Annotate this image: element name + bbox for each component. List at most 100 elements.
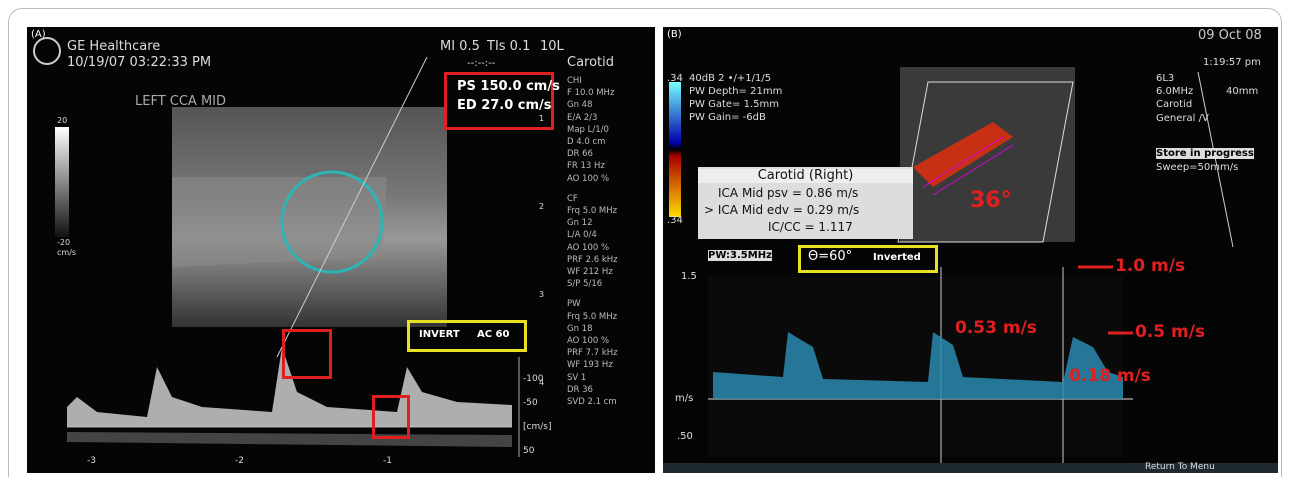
setting: PW	[567, 299, 581, 310]
setting: Frq 5.0 MHz	[567, 311, 618, 322]
probe-line: 6.0MHz	[1156, 86, 1194, 97]
time-tick: -2	[235, 456, 244, 466]
theta-box	[798, 245, 938, 273]
param: PW Gain= -6dB	[689, 112, 766, 123]
setting: Gn 48	[567, 100, 593, 111]
sweep: Sweep=50mm/s	[1156, 162, 1239, 173]
invert: INVERT	[419, 329, 460, 340]
panel-b-graphics	[663, 67, 1278, 473]
setting: WF 193 Hz	[567, 360, 613, 371]
setting: CF	[567, 193, 578, 204]
axis-label: 1.5	[681, 271, 697, 282]
vessel-wall	[922, 136, 1004, 188]
setting: Frq 5.0 MHz	[567, 206, 618, 216]
probe-line: Carotid	[1156, 99, 1193, 110]
setting: Gn 18	[567, 323, 593, 334]
scale: .34	[667, 215, 683, 226]
color-bar	[669, 82, 681, 217]
angle: AC 60	[477, 329, 510, 340]
waveform	[67, 347, 512, 427]
setting: S/P 5/16	[567, 279, 603, 290]
velocity-tick: -100	[523, 374, 544, 384]
logo	[33, 37, 61, 65]
setting: PRF 7.7 kHz	[567, 348, 618, 359]
peak-box	[282, 329, 332, 379]
pw: PW:3.5MHz	[708, 250, 772, 261]
param: PW Depth= 21mm	[689, 86, 783, 97]
depth-mark: 1	[539, 114, 545, 123]
param: 40dB 2 •/+1/1/5	[689, 73, 772, 84]
setting: E/A 2/3	[567, 112, 598, 123]
velocity-tick: [cm/s]	[523, 422, 552, 432]
angle-mark: 36°	[970, 188, 1012, 213]
invert-box	[407, 320, 527, 352]
colorbar-label: -20	[57, 238, 71, 247]
reverse-flow	[67, 432, 512, 447]
velocity-tick: -50	[523, 398, 538, 408]
tis: TIs 0.1	[487, 39, 531, 54]
date: 09 Oct 08	[1198, 28, 1262, 43]
annotation: 0.5 m/s	[1135, 322, 1206, 342]
setting: L/A 0/4	[567, 230, 597, 241]
trough-box	[372, 395, 410, 439]
probe-line: General /V	[1156, 113, 1209, 124]
panel-b: (B) 09 Oct 08 1:19:57 pm .34 .34 40dB 2 …	[663, 27, 1278, 473]
setting: PRF 2.6 kHz	[567, 254, 618, 265]
setting: DR 66	[567, 149, 593, 160]
panel-a-graphics	[33, 37, 520, 457]
setting: DR 36	[567, 384, 593, 395]
b-mode-image	[900, 67, 1075, 242]
cursor-line	[1197, 71, 1234, 248]
depth-mark: 4	[539, 378, 545, 387]
annotation: 1.0 m/s	[1115, 256, 1186, 276]
color-bar	[55, 127, 69, 237]
annotation: 0.53 m/s	[955, 318, 1037, 338]
setting: Map L/1/0	[567, 124, 609, 135]
setting: SVD 2.1 cm	[567, 397, 617, 407]
datetime: 10/19/07 03:22:33 PM	[67, 55, 212, 70]
report-row: > ICA Mid edv = 0.29 m/s	[704, 203, 860, 217]
param: PW Gate= 1.5mm	[689, 99, 779, 110]
frame	[8, 8, 1282, 477]
vendor: GE Healthcare	[67, 39, 161, 54]
inverted: Inverted	[873, 252, 921, 263]
roi-circle	[280, 170, 384, 274]
mi: MI 0.5	[440, 39, 480, 54]
cursor-line	[276, 56, 428, 358]
scale: .34	[667, 73, 683, 84]
report-box: Carotid (Right) ICA Mid psv = 0.86 m/s > …	[698, 167, 913, 239]
setting: F 10.0 MHz	[567, 88, 615, 99]
probe-line: 6L3	[1156, 73, 1175, 84]
setting: AO 100 %	[567, 173, 610, 184]
depth-mark: 3	[539, 290, 545, 299]
panel-label: (A)	[31, 29, 46, 40]
report-title: Carotid (Right)	[698, 168, 913, 184]
probe: 10L	[540, 39, 564, 54]
clock: --:--:--	[467, 58, 496, 69]
setting: Gn 12	[567, 218, 593, 229]
setting: AO 100 %	[567, 336, 610, 346]
flow	[913, 122, 1013, 187]
annotation: 0.18 m/s	[1069, 366, 1151, 386]
menu[interactable]: Return To Menu	[1145, 462, 1215, 472]
setting: SV 1	[567, 372, 587, 383]
preset: Carotid	[567, 55, 615, 70]
time-tick: -1	[383, 456, 392, 466]
vessel	[172, 177, 387, 267]
setting: WF 212 Hz	[567, 267, 613, 277]
site: LEFT CCA MID	[135, 94, 227, 109]
setting: AO 100 %	[567, 242, 610, 253]
setting: CHI	[567, 76, 582, 86]
report-row: IC/CC = 1.117	[768, 220, 853, 234]
vessel-wall	[932, 144, 1014, 196]
axis-label: m/s	[675, 393, 694, 404]
setting: FR 13 Hz	[567, 161, 605, 172]
time-tick: -3	[87, 456, 96, 466]
velocity-tick: 50	[523, 446, 535, 456]
spectrum-area	[708, 277, 1123, 457]
colorbar-label: 20	[57, 116, 68, 125]
store: Store in progress	[1156, 148, 1254, 159]
theta: Θ=60°	[808, 249, 853, 264]
axis-label: .50	[677, 431, 693, 442]
